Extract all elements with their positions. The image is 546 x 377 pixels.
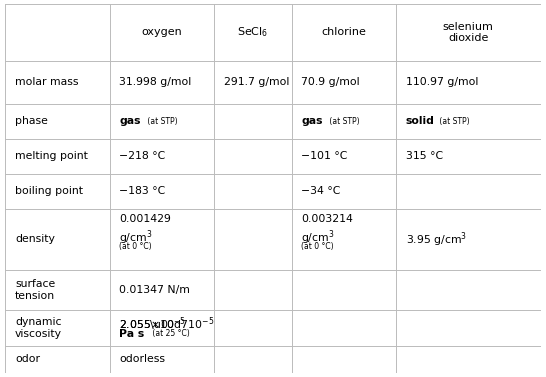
Text: odor: odor [15,354,40,365]
Text: 0.01347 N/m: 0.01347 N/m [120,285,191,295]
Text: boiling point: boiling point [15,186,83,196]
Text: (at STP): (at STP) [437,116,470,126]
Text: (at 25 °C): (at 25 °C) [151,329,190,338]
Text: surface
tension: surface tension [15,279,55,301]
Text: −218 °C: −218 °C [120,151,165,161]
Text: oxygen: oxygen [141,28,182,37]
Text: (at STP): (at STP) [327,116,360,126]
Text: density: density [15,234,55,244]
Text: −34 °C: −34 °C [301,186,341,196]
Text: (at STP): (at STP) [145,116,178,126]
Text: solid: solid [406,116,435,126]
Text: 0.003214: 0.003214 [301,214,353,224]
Text: molar mass: molar mass [15,77,79,87]
Text: 291.7 g/mol: 291.7 g/mol [224,77,289,87]
Text: 31.998 g/mol: 31.998 g/mol [120,77,192,87]
Text: −101 °C: −101 °C [301,151,348,161]
Text: gas: gas [301,116,323,126]
Text: −183 °C: −183 °C [120,186,165,196]
Text: Pa s: Pa s [120,329,145,339]
Text: (at 0 °C): (at 0 °C) [120,242,152,251]
Text: (at 0 °C): (at 0 °C) [301,242,334,251]
Text: 110.97 g/mol: 110.97 g/mol [406,77,478,87]
Text: SeCl$_6$: SeCl$_6$ [238,26,269,39]
Text: selenium
dioxide: selenium dioxide [443,21,494,43]
Text: chlorine: chlorine [322,28,366,37]
Text: phase: phase [15,116,48,126]
Text: gas: gas [120,116,141,126]
Text: melting point: melting point [15,151,88,161]
Text: 315 °C: 315 °C [406,151,443,161]
Text: g/cm$^3$: g/cm$^3$ [301,228,335,247]
Text: 3.95 g/cm$^3$: 3.95 g/cm$^3$ [406,230,467,248]
Text: 70.9 g/mol: 70.9 g/mol [301,77,360,87]
Text: 0.001429: 0.001429 [120,214,171,224]
Text: g/cm$^3$: g/cm$^3$ [120,228,153,247]
Text: 2.055\u00d710$^{-5}$: 2.055\u00d710$^{-5}$ [120,315,215,333]
Text: 2.055×10$^{-5}$: 2.055×10$^{-5}$ [120,315,186,332]
Text: odorless: odorless [120,354,165,365]
Text: dynamic
viscosity: dynamic viscosity [15,317,62,339]
